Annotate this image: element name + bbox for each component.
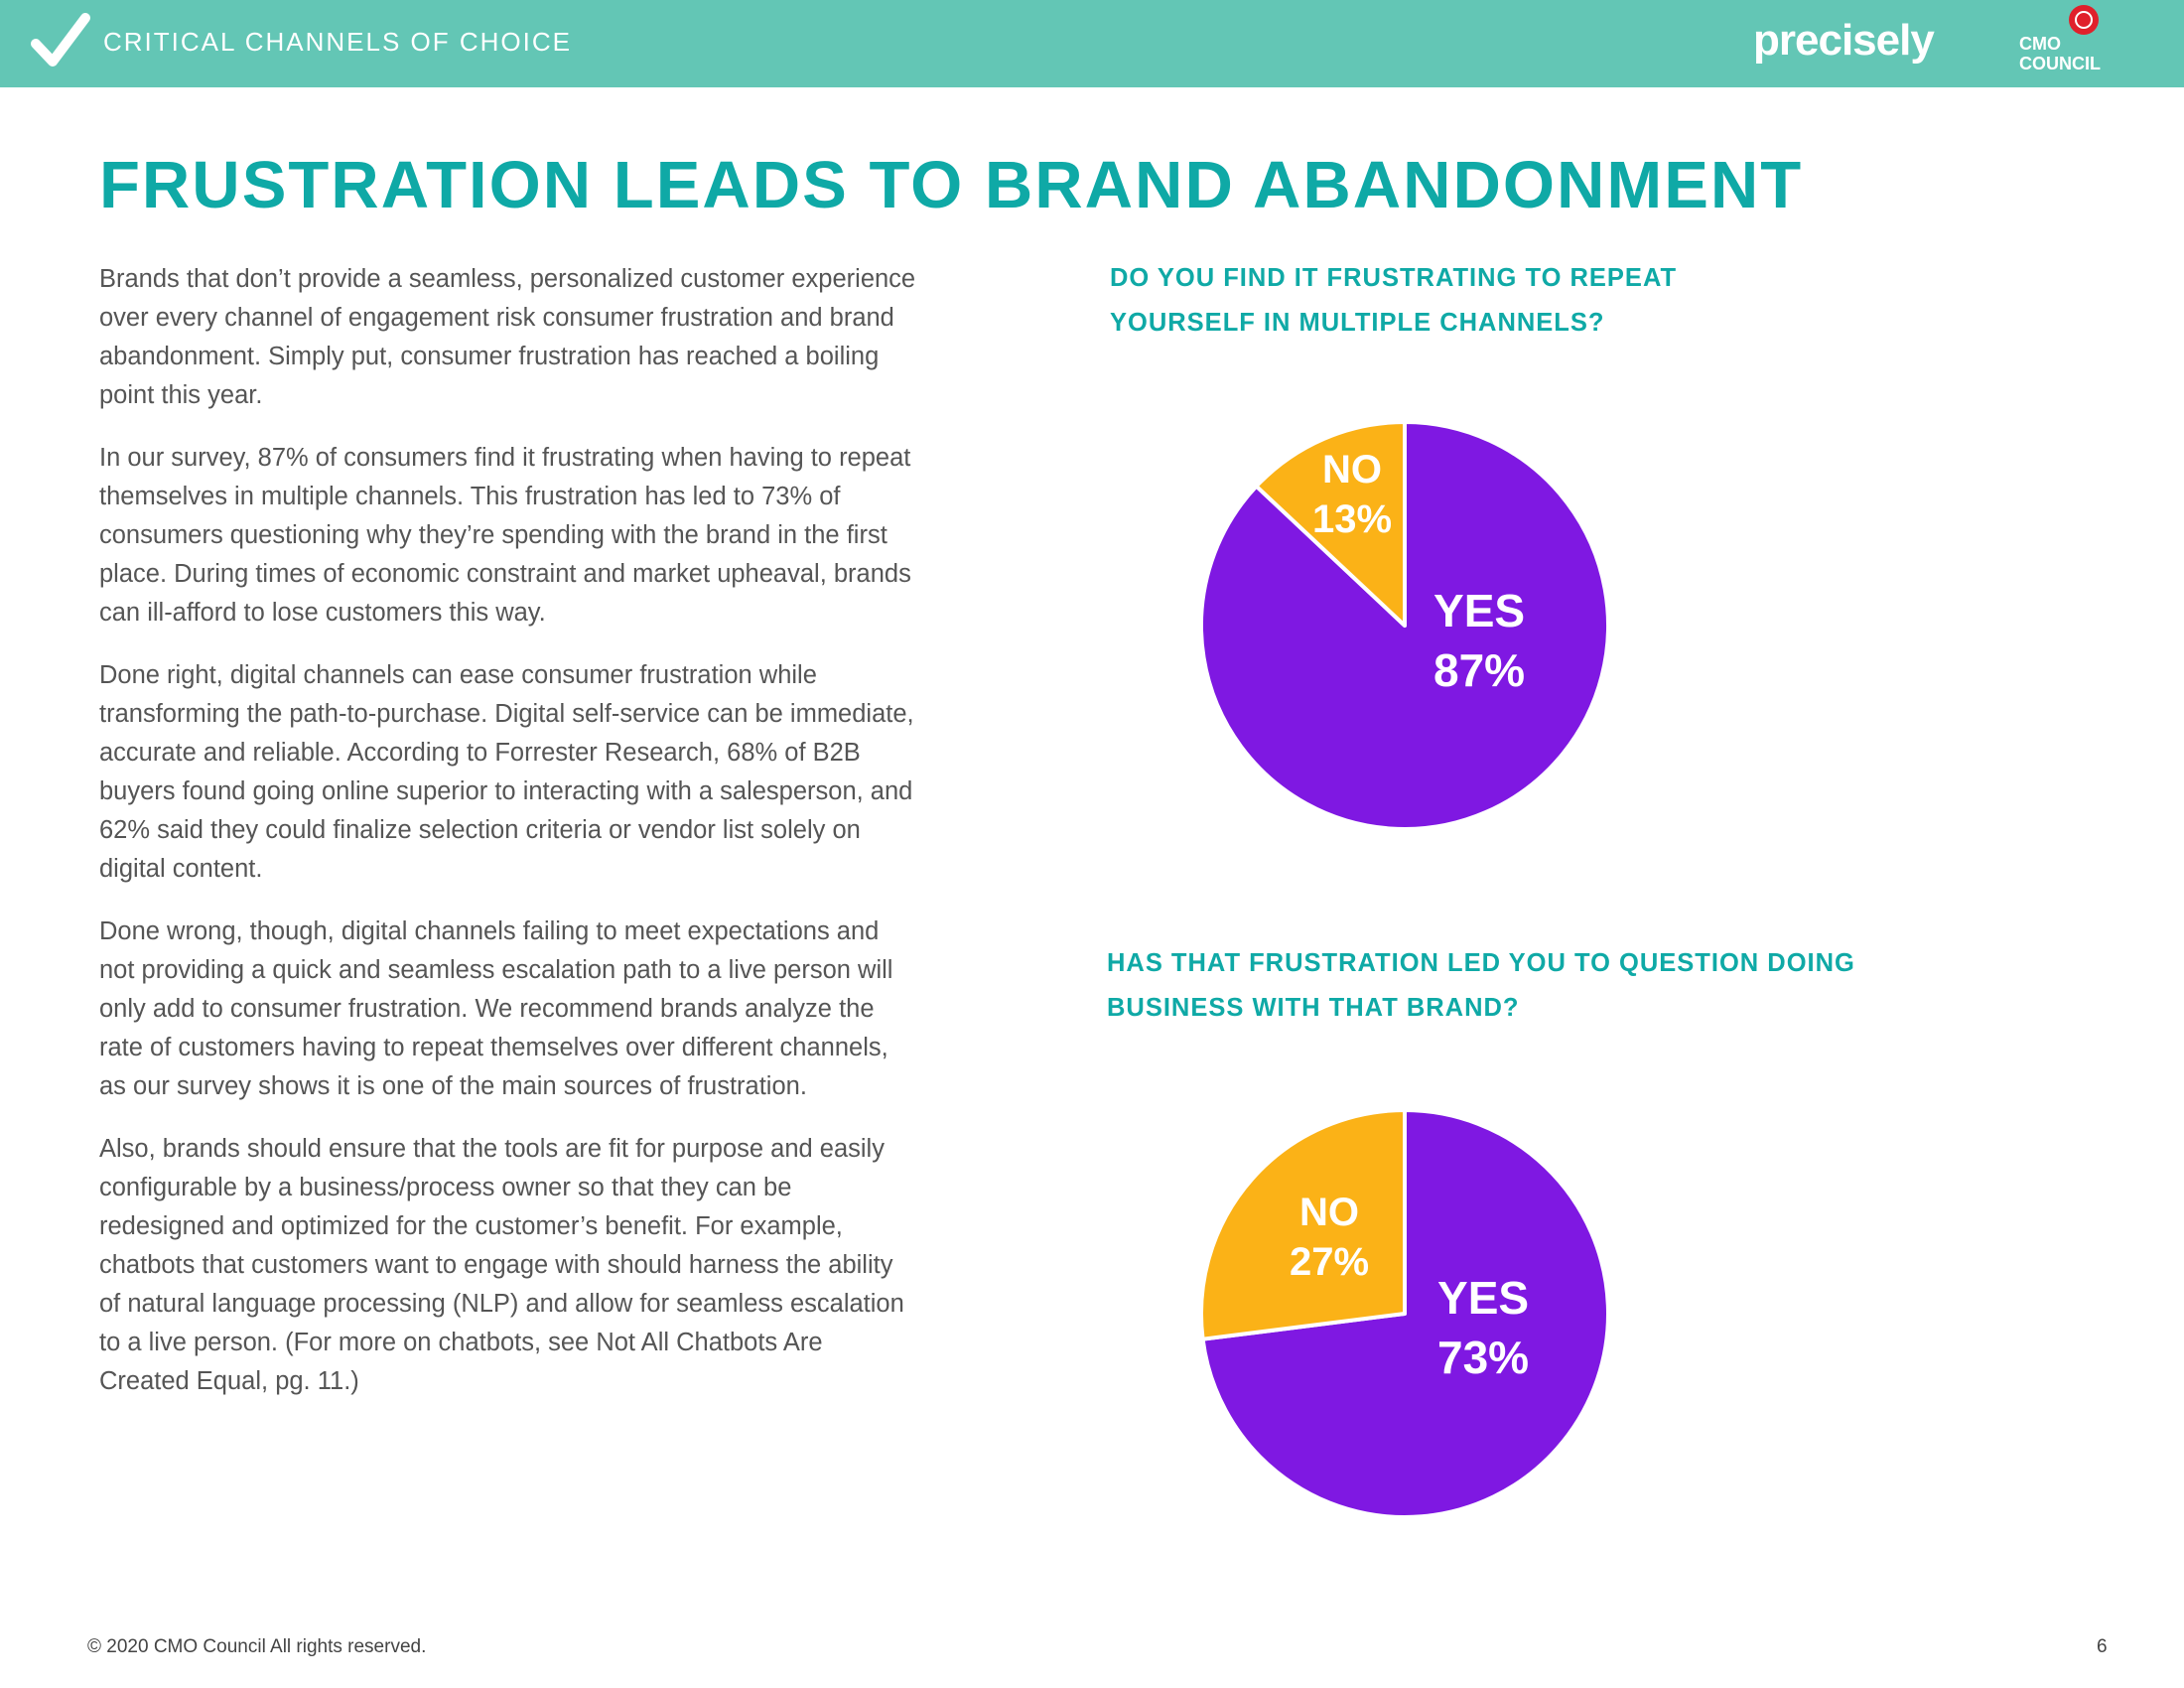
pie2-yes-name: YES	[1437, 1272, 1530, 1324]
page-title: FRUSTRATION LEADS TO BRAND ABANDONMENT	[99, 148, 1804, 222]
pie-chart-question-brand	[1199, 1108, 1610, 1519]
body-paragraph: In our survey, 87% of consumers find it …	[99, 444, 911, 627]
pie1-yes-value: 87%	[1433, 644, 1526, 696]
pie-slice-no	[1254, 420, 1407, 628]
cmo-council-logo-text: CMO COUNCIL	[2019, 34, 2101, 73]
pie2-no-label: NO 27%	[1290, 1188, 1369, 1287]
body-paragraph: Done wrong, though, digital channels fai…	[99, 917, 893, 1100]
pie1-no-label: NO 13%	[1312, 445, 1392, 544]
section-label: CRITICAL CHANNELS OF CHOICE	[103, 27, 572, 57]
body-paragraph: Done right, digital channels can ease co…	[99, 661, 914, 883]
pie2-yes-label: YES 73%	[1437, 1268, 1529, 1387]
cmo-logo-line1: CMO	[2019, 34, 2061, 54]
pie1-yes-label: YES 87%	[1433, 581, 1525, 700]
pie1-no-value: 13%	[1312, 497, 1393, 541]
chart-question-2: HAS THAT FRUSTRATION LED YOU TO QUESTION…	[1107, 949, 1855, 1022]
pie-slice-no	[1199, 1108, 1407, 1341]
precisely-logo: precisely	[1753, 16, 1935, 65]
body-paragraph: Brands that don’t provide a seamless, pe…	[99, 265, 916, 409]
pie2-no-value: 27%	[1290, 1240, 1370, 1284]
pie1-no-name: NO	[1322, 448, 1383, 492]
body-text: Brands that don’t provide a seamless, pe…	[99, 260, 919, 1425]
cmo-council-logo-icon	[2069, 5, 2099, 35]
checkmark-icon	[31, 13, 90, 67]
footer-copyright: © 2020 CMO Council All rights reserved.	[87, 1636, 427, 1657]
pie1-yes-name: YES	[1433, 585, 1526, 636]
chart-question-1: DO YOU FIND IT FRUSTRATING TO REPEAT YOU…	[1110, 264, 1678, 337]
pie2-no-name: NO	[1299, 1191, 1360, 1234]
cmo-logo-line2: COUNCIL	[2019, 54, 2101, 73]
pie-chart-repeat-yourself	[1199, 420, 1610, 831]
page-number: 6	[2097, 1636, 2108, 1657]
body-paragraph: Also, brands should ensure that the tool…	[99, 1135, 904, 1395]
header-bar: CRITICAL CHANNELS OF CHOICE precisely CM…	[0, 0, 2184, 87]
pie2-yes-value: 73%	[1437, 1332, 1530, 1383]
